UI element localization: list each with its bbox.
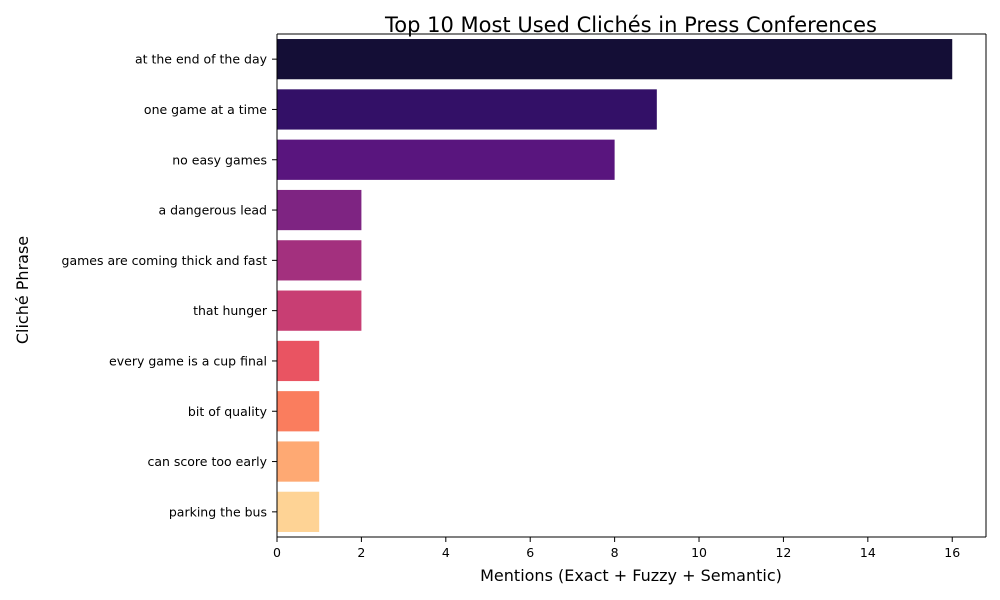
x-tick-layer: 0 2 4 6 8 10 12 14 16 xyxy=(273,537,960,560)
bar-2 xyxy=(277,89,657,130)
bars-layer xyxy=(277,39,953,532)
y-tick-label: no easy games xyxy=(172,152,267,167)
x-tick-label: 16 xyxy=(944,545,960,560)
x-tick-label: 12 xyxy=(775,545,791,560)
x-tick-label: 4 xyxy=(442,545,450,560)
bar-1 xyxy=(277,39,953,80)
bar-5 xyxy=(277,240,362,281)
bar-3 xyxy=(277,139,615,180)
y-tick-label: a dangerous lead xyxy=(159,203,267,218)
x-tick-label: 6 xyxy=(526,545,534,560)
bar-4 xyxy=(277,189,362,231)
x-axis-label: Mentions (Exact + Fuzzy + Semantic) xyxy=(480,566,782,585)
x-tick-label: 8 xyxy=(611,545,619,560)
y-tick-label: can score too early xyxy=(147,454,267,469)
y-tick-label: every game is a cup final xyxy=(109,353,267,368)
x-tick-label: 2 xyxy=(357,545,365,560)
y-tick-label: parking the bus xyxy=(169,504,267,519)
bar-6 xyxy=(277,290,362,331)
y-tick-label: one game at a time xyxy=(144,102,267,117)
chart-title: Top 10 Most Used Clichés in Press Confer… xyxy=(384,13,877,37)
bar-8 xyxy=(277,391,320,432)
bar-10 xyxy=(277,491,320,532)
y-tick-layer: at the end of the day one game at a time n… xyxy=(62,52,277,519)
y-axis-label: Cliché Phrase xyxy=(13,236,32,344)
y-tick-label: at the end of the day xyxy=(135,52,268,67)
bar-7 xyxy=(277,340,320,382)
x-tick-label: 14 xyxy=(860,545,876,560)
x-tick-label: 10 xyxy=(691,545,707,560)
y-tick-label: games are coming thick and fast xyxy=(62,253,268,268)
y-tick-label: that hunger xyxy=(193,303,268,318)
x-tick-label: 0 xyxy=(273,545,281,560)
bar-9 xyxy=(277,441,320,482)
y-tick-label: bit of quality xyxy=(188,404,268,419)
